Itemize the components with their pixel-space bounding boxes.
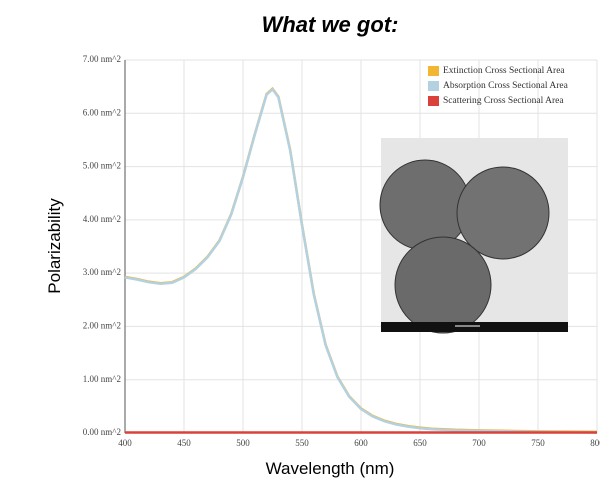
particle (457, 167, 549, 259)
y-tick-label: 3.00 nm^2 (83, 267, 121, 277)
legend-label: Absorption Cross Sectional Area (443, 81, 569, 91)
x-tick-label: 400 (118, 438, 132, 448)
legend-label: Extinction Cross Sectional Area (443, 66, 565, 76)
x-tick-label: 550 (295, 438, 309, 448)
legend-label: Scattering Cross Sectional Area (443, 96, 564, 106)
x-tick-label: 450 (177, 438, 191, 448)
y-tick-label: 6.00 nm^2 (83, 107, 121, 117)
inset-image (380, 138, 568, 333)
particle (380, 160, 470, 250)
y-tick-label: 4.00 nm^2 (83, 214, 121, 224)
x-tick-label: 700 (472, 438, 486, 448)
x-tick-label: 750 (531, 438, 545, 448)
x-tick-label: 800 (590, 438, 600, 448)
x-tick-label: 650 (413, 438, 427, 448)
chart: What we got: Wavelength (nm) Polarizabil… (0, 0, 600, 489)
chart-title: What we got: (262, 12, 399, 37)
particle (395, 237, 491, 333)
y-tick-label: 7.00 nm^2 (83, 54, 121, 64)
y-tick-label: 2.00 nm^2 (83, 320, 121, 330)
scale-strip (381, 322, 568, 332)
y-tick-label: 1.00 nm^2 (83, 374, 121, 384)
legend-swatch (428, 81, 439, 91)
legend-swatch (428, 66, 439, 76)
y-axis-label: Polarizability (45, 198, 64, 294)
y-tick-label: 5.00 nm^2 (83, 161, 121, 171)
legend: Extinction Cross Sectional Area Absorptio… (428, 66, 569, 106)
x-tick-label: 600 (354, 438, 368, 448)
legend-swatch (428, 96, 439, 106)
x-axis-label: Wavelength (nm) (266, 459, 395, 478)
x-tick-label: 500 (236, 438, 250, 448)
y-tick-label: 0.00 nm^2 (83, 427, 121, 437)
